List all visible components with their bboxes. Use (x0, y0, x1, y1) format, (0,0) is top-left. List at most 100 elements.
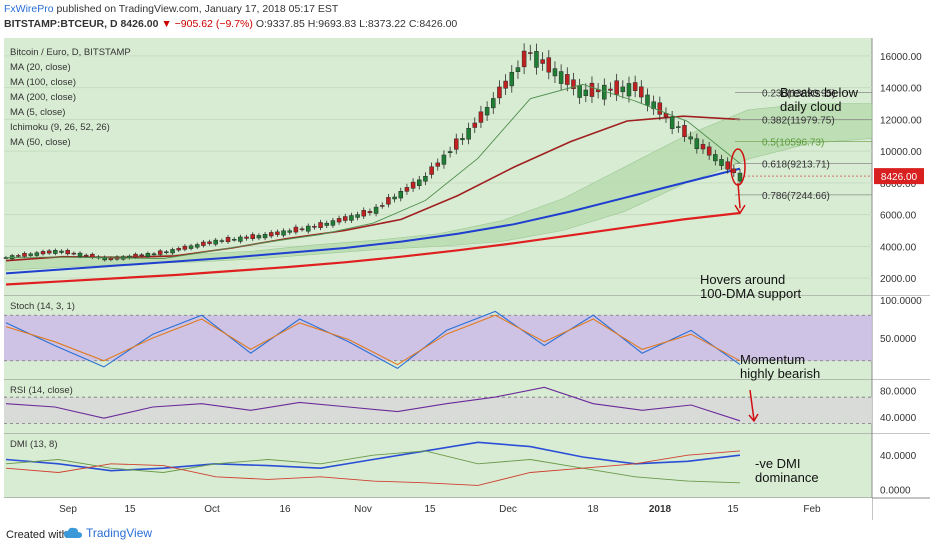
ma100-line (5, 167, 741, 275)
candle-body-31 (194, 244, 200, 248)
candle-body-56 (349, 215, 354, 221)
rsi-tick-1: 40.0000 (880, 413, 917, 424)
x-label-1: 15 (124, 504, 136, 515)
price-tick-3: 10000.00 (880, 147, 922, 158)
price-tick-4: 8000.00 (880, 179, 917, 190)
dmi-tick-0: 40.0000 (880, 451, 917, 462)
annotation-dominance: dominance (755, 470, 819, 485)
candle-body-113 (700, 144, 706, 150)
candle-body-92 (571, 79, 576, 90)
legend-ma200: MA (200, close) (10, 92, 76, 103)
annotation-momentum: Momentum (740, 352, 805, 367)
candle-body-24 (151, 253, 157, 256)
candle-body-117 (725, 161, 730, 170)
rsi-tick-0: 80.0000 (880, 387, 917, 398)
candle-body-13 (83, 254, 89, 257)
rsi-title: RSI (14, close) (10, 385, 73, 396)
candle-body-63 (392, 196, 397, 200)
candle-body-72 (447, 151, 453, 153)
annotation-breaks-below: Breaks below (780, 85, 859, 100)
candle-body-38 (238, 236, 243, 242)
price-tick-6: 4000.00 (880, 242, 917, 253)
candle-body-65 (404, 187, 410, 192)
x-label-7: 18 (587, 504, 599, 515)
candle-body-45 (281, 230, 286, 236)
published-text: published on TradingView.com, January 17… (56, 3, 339, 15)
tradingview-logo[interactable]: TradingView (64, 526, 152, 540)
candle-body-104 (645, 94, 650, 106)
candle-body-86 (534, 51, 539, 68)
candle-body-87 (540, 59, 545, 64)
candle-body-11 (71, 252, 77, 255)
price-tick-7: 2000.00 (880, 274, 917, 285)
candle-body-25 (157, 250, 163, 255)
candle-body-88 (546, 57, 552, 73)
candle-body-84 (521, 50, 527, 68)
publish-line: FxWirePro published on TradingView.com, … (4, 3, 338, 15)
candle-body-71 (441, 154, 447, 165)
candle-body-8 (53, 250, 58, 254)
candle-body-22 (139, 254, 144, 256)
candle-body-27 (170, 249, 175, 254)
candle-body-111 (688, 136, 693, 140)
candle-body-62 (386, 197, 391, 205)
legend-ma5: MA (5, close) (10, 107, 66, 118)
candle-body-93 (577, 85, 582, 98)
stoch-band (4, 315, 872, 361)
candle-body-46 (287, 230, 292, 233)
annotation-hovers-around: Hovers around (700, 272, 785, 287)
candle-body-59 (367, 211, 373, 214)
cloud-icon (64, 527, 82, 538)
axis-bg-0 (872, 38, 930, 296)
candle-body-6 (40, 251, 46, 255)
stoch-tick-1: 50.0000 (880, 334, 917, 345)
candle-body-114 (706, 146, 712, 156)
candle-body-3 (22, 252, 27, 257)
candle-body-53 (330, 220, 336, 226)
candle-body-73 (454, 138, 459, 150)
annotation-100dma: 100-DMA support (700, 286, 802, 301)
price-arrow-head (734, 204, 746, 215)
candle-body-74 (460, 138, 465, 141)
fib-label-2: 0.5(10596.73) (762, 138, 824, 149)
candle-body-118 (731, 168, 737, 174)
candle-body-108 (669, 116, 675, 129)
symbol-line: BITSTAMP:BTCEUR, D 8426.00 ▼ −905.62 (−9… (4, 18, 457, 30)
candle-body-68 (423, 175, 428, 182)
chart-footer: Created with TradingView (0, 520, 932, 550)
dmi-tick-1: 0.0000 (880, 486, 911, 497)
annotation-highly-bearish: highly bearish (740, 366, 820, 381)
dmi-minus-line (5, 450, 741, 486)
candle-body-105 (651, 101, 656, 110)
price-arrow-shaft (737, 182, 741, 209)
candle-body-7 (46, 250, 52, 254)
legend-ma20: MA (20, close) (10, 62, 71, 73)
candle-body-60 (373, 206, 379, 214)
pane-bg-3 (4, 434, 872, 498)
fib-label-4: 0.786(7244.66) (762, 191, 830, 202)
last-price-badge (874, 168, 924, 185)
candle-body-50 (312, 226, 317, 228)
candle-body-94 (583, 89, 589, 96)
created-with-text: Created with (6, 529, 68, 541)
candle-body-2 (16, 255, 21, 257)
candle-body-61 (380, 205, 385, 207)
candle-body-30 (188, 245, 194, 249)
fib-label-3: 0.618(9213.71) (762, 160, 830, 171)
candle-body-55 (342, 216, 348, 221)
candle-body-101 (626, 83, 632, 97)
stoch-title: Stoch (14, 3, 1) (10, 301, 75, 312)
candle-body-29 (182, 245, 188, 250)
ma20-line (5, 83, 741, 260)
candle-body-12 (77, 252, 83, 257)
axis-bg-1 (872, 296, 930, 380)
rsi-arrow-head (748, 413, 759, 423)
candle-body-85 (528, 52, 533, 54)
brand-link[interactable]: FxWirePro (4, 3, 54, 15)
candle-body-33 (207, 241, 212, 244)
x-label-4: Nov (354, 504, 372, 515)
axis-bg-2 (872, 380, 930, 434)
candle-body-80 (497, 86, 502, 99)
fib-label-1: 0.382(11979.75) (762, 116, 835, 127)
candle-body-95 (589, 82, 595, 97)
